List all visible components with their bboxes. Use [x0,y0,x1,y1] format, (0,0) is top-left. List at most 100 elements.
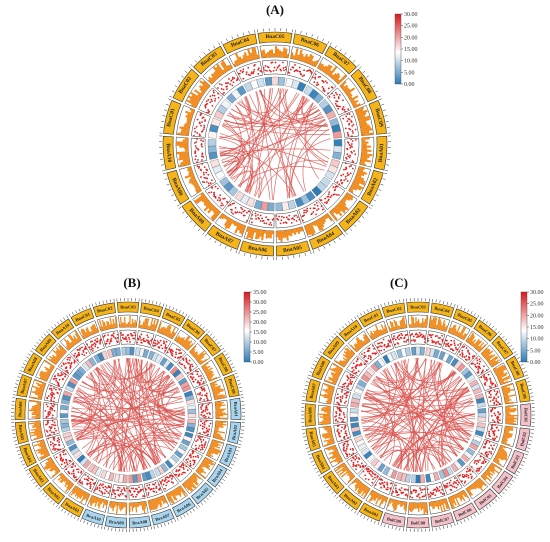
density-bar [428,317,432,328]
scatter-point [75,476,77,478]
scatter-point [335,418,338,421]
scatter-point [73,354,76,357]
scatter-point [467,476,470,479]
scatter-point [455,482,458,484]
density-bar [205,370,213,375]
scatter-point [490,451,492,453]
scale-tick [485,321,489,324]
scatter-point [368,472,371,475]
density-bar [494,365,506,373]
colorbar-gradient [520,291,528,363]
density-bar [496,372,504,377]
scatter-point [238,211,241,214]
scatter-point [108,342,111,345]
scale-tick [233,456,237,459]
density-bar [428,502,431,507]
heatmap-cell [141,472,148,482]
density-bar [435,324,438,329]
scatter-point [377,346,380,349]
density-bar [496,370,504,376]
density-bar [34,379,46,385]
scatter-point [497,416,500,419]
scatter-point [317,76,320,78]
density-bar [358,485,367,495]
density-bar [215,415,224,417]
scatter-point [393,335,395,338]
density-bar [151,319,156,331]
scatter-point [369,469,372,472]
scatter-point [414,491,417,494]
scatter-point [491,383,493,386]
density-bar [332,208,339,215]
colorbar-label: 10.00 [530,337,544,343]
scatter-point [360,353,363,355]
density-bar [471,483,477,490]
colorbar-label: 5.00 [404,70,415,76]
scatter-point [476,467,479,470]
density-bar [250,52,255,61]
chromosome-segment: BnaC03 [190,42,247,104]
density-bar [472,483,478,489]
scatter-point [276,66,279,69]
scatter-point [480,371,483,374]
chromosome-band [324,45,357,75]
density-bar [129,315,131,328]
density-bar [44,366,53,372]
scatter-point [200,379,203,382]
collinearity-link [105,357,127,468]
scale-tick [66,315,69,319]
scatter-point [351,366,354,369]
scatter-point [412,339,415,341]
scatter-point [348,144,351,146]
density-bar [410,316,413,328]
scatter-point [345,178,347,180]
chromosome-band [311,449,331,475]
density-bar [123,502,125,508]
scale-tick [348,56,352,59]
scatter-point [206,408,209,411]
density-bar [394,500,399,511]
density-bar [215,407,220,410]
scatter-point [410,492,413,495]
density-bar [327,398,332,401]
scale-tick [89,304,91,308]
scatter-point [62,453,65,456]
density-bar [332,377,338,381]
chromosome-label: BnaA06 [308,407,313,423]
chromosome-band [505,355,525,381]
scatter-point [396,494,399,497]
scatter-point [171,475,174,478]
density-bar [49,366,54,370]
scale-tick [384,524,386,528]
density-bar [210,445,215,449]
density-bar [438,500,444,513]
panel-c-label: (C) [389,275,409,290]
scale-tick [219,344,222,348]
density-bar [337,202,347,212]
scatter-point [498,419,501,422]
density-bar [191,180,197,185]
density-bar [326,412,331,414]
chromosome-label: BnaA06 [17,401,23,418]
collinearity-link [383,450,403,470]
scale-tick [497,496,500,499]
density-bar [504,394,516,398]
density-bar [190,110,195,114]
density-bar [498,449,508,455]
scatter-point [346,375,349,377]
scale-tick [351,318,354,322]
scale-tick [164,178,168,180]
scatter-point [181,473,183,476]
scatter-point [470,477,473,480]
density-bar [140,324,143,329]
chromosome-label: BnaA05 [18,424,26,441]
density-bar [29,430,42,434]
collinearity-link [71,406,125,472]
scale-tick [16,379,20,382]
panel-a-label: (A) [265,2,285,17]
scatter-point [164,476,167,479]
scatter-point [489,378,492,381]
scatter-point [497,396,500,398]
scale-tick [380,522,382,526]
